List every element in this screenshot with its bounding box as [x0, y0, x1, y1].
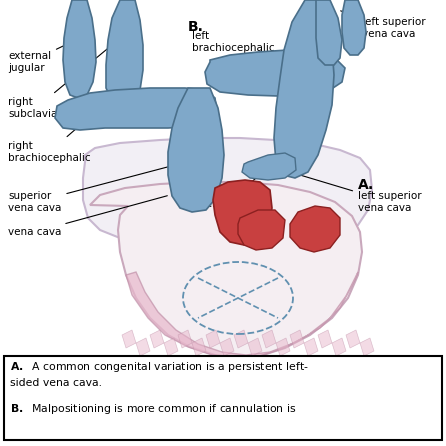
Text: vena cava: vena cava: [8, 196, 167, 237]
Polygon shape: [276, 338, 290, 356]
Polygon shape: [205, 50, 345, 96]
Polygon shape: [262, 330, 276, 348]
Polygon shape: [274, 0, 334, 178]
Text: B.: B.: [188, 20, 204, 34]
Polygon shape: [220, 338, 234, 356]
Text: right
brachiocephalic: right brachiocephalic: [8, 110, 98, 163]
Polygon shape: [83, 138, 372, 248]
Polygon shape: [122, 330, 136, 348]
Text: external
jugular: external jugular: [8, 39, 78, 73]
Text: supreme
intercostal vein: supreme intercostal vein: [192, 170, 273, 209]
Text: A.: A.: [358, 178, 374, 192]
Polygon shape: [63, 0, 96, 98]
FancyBboxPatch shape: [4, 356, 442, 440]
Polygon shape: [150, 330, 164, 348]
Polygon shape: [164, 338, 178, 356]
Polygon shape: [346, 330, 360, 348]
Text: left superior
vena cava: left superior vena cava: [341, 11, 425, 39]
Polygon shape: [342, 0, 366, 55]
Polygon shape: [213, 180, 272, 245]
Polygon shape: [242, 153, 296, 180]
Polygon shape: [106, 0, 143, 102]
Polygon shape: [206, 330, 220, 348]
Polygon shape: [90, 182, 362, 358]
Text: superior
vena cava: superior vena cava: [8, 166, 172, 213]
Polygon shape: [248, 338, 262, 356]
Polygon shape: [178, 330, 192, 348]
Polygon shape: [55, 88, 217, 130]
Text: left
brachiocephalic: left brachiocephalic: [192, 31, 275, 70]
Text: left superior
vena cava: left superior vena cava: [293, 173, 421, 213]
Polygon shape: [290, 330, 304, 348]
Polygon shape: [168, 88, 224, 212]
Polygon shape: [360, 338, 374, 356]
Text: right
subclavian: right subclavian: [8, 37, 122, 119]
Polygon shape: [304, 338, 318, 356]
Polygon shape: [290, 206, 340, 252]
Text: $\bf{B.}$  Malpositioning is more common if cannulation is: $\bf{B.}$ Malpositioning is more common …: [10, 402, 297, 416]
Text: $\bf{A.}$  A common congenital variation is a persistent left-
sided vena cava.: $\bf{A.}$ A common congenital variation …: [10, 360, 309, 388]
Polygon shape: [238, 210, 285, 250]
Polygon shape: [136, 338, 150, 356]
Polygon shape: [126, 272, 358, 358]
Polygon shape: [192, 338, 206, 356]
Polygon shape: [318, 330, 332, 348]
Polygon shape: [234, 330, 248, 348]
Polygon shape: [316, 0, 342, 65]
Polygon shape: [332, 338, 346, 356]
